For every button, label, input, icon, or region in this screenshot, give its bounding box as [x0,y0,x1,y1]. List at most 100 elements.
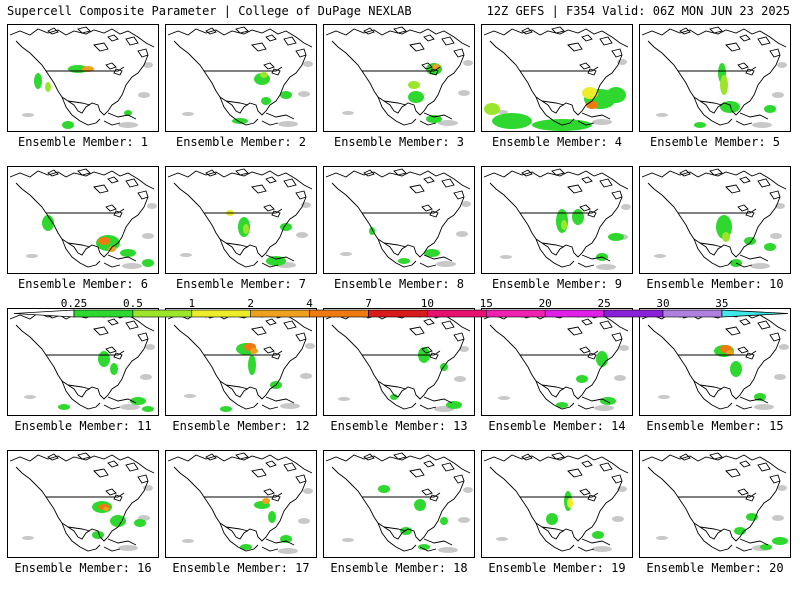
colorbar-tick-label: 7 [365,297,372,310]
ensemble-member-label: Ensemble Member: 15 [646,419,784,433]
colorbar-low-arrow [13,309,75,318]
country-border [46,208,125,248]
country-border [204,350,283,390]
light-field-area [298,518,310,524]
ensemble-member-label: Ensemble Member: 10 [646,277,784,291]
ensemble-member-label: Ensemble Member: 12 [172,419,310,433]
ensemble-member-map [323,308,475,416]
ensemble-member-label: Ensemble Member: 20 [646,561,784,575]
parameter-field-area [220,406,232,412]
country-border [678,350,757,390]
light-field-area [180,253,192,257]
map-canvas [325,310,471,412]
ensemble-member-map [481,308,633,416]
parameter-field-area [586,101,598,109]
great-lakes [93,326,123,360]
parameter-field-area [720,101,740,113]
country-border [204,66,283,106]
country-border [520,208,599,248]
light-field-area [458,90,470,96]
parameter-field-area [34,73,42,89]
map-canvas [483,26,629,131]
parameter-field-area [250,348,258,354]
colorbar-segment [73,309,134,318]
light-field-area [498,396,510,400]
parameter-field-area [240,544,252,550]
light-field-area [118,122,138,128]
colorbar-segment [191,309,252,318]
light-field-area [142,233,154,239]
light-field-area [300,373,312,379]
country-border [46,66,125,106]
parameter-field-area [98,237,110,245]
country-border [678,66,757,106]
parameter-field-area [764,105,776,113]
parameter-field-area [760,544,772,550]
ensemble-member-map [165,24,317,132]
coastline [483,170,629,258]
light-field-area [500,255,512,259]
great-lakes [93,184,123,218]
light-field-area [278,121,298,127]
light-field-area [454,376,466,382]
colorbar-segment [662,309,723,318]
mexico-coast [219,238,295,268]
colorbar-tick-label: 1 [188,297,196,310]
valid-time: 12Z GEFS | F354 Valid: 06Z MON JUN 23 20… [486,4,790,18]
parameter-field-area [266,256,286,266]
parameter-field-area [426,115,442,123]
parameter-field-area [726,350,734,356]
parameter-field-area [248,355,256,375]
arctic-islands [47,168,149,200]
arctic-islands [363,168,465,200]
ensemble-member-map [165,308,317,416]
light-field-area [654,254,666,258]
coastline [167,454,313,542]
parameter-field-area [268,511,276,523]
arctic-islands [205,168,307,200]
parameter-field-area [596,351,608,367]
parameter-field-area [260,72,268,78]
light-field-area [779,344,789,350]
coastline [325,28,471,116]
ensemble-member-map [639,450,791,558]
ensemble-member-label: Ensemble Member: 7 [175,277,307,291]
ensemble-member-label: Ensemble Member: 4 [491,135,623,149]
great-lakes [567,42,597,76]
parameter-field-area [62,121,74,129]
map-canvas [483,452,629,552]
great-lakes [567,184,597,218]
ensemble-member-map [323,450,475,558]
parameter-field-area [556,402,568,408]
light-field-area [340,252,352,256]
arctic-islands [205,452,307,484]
arctic-islands [363,452,465,484]
light-field-area [658,395,670,399]
light-field-area [772,515,784,521]
country-border [678,208,757,248]
country-border [520,66,599,106]
colorbar-tick-label: 30 [656,297,670,310]
light-field-area [278,548,298,554]
light-field-area [619,345,629,351]
parameter-field-area [280,91,292,99]
ensemble-member-map [7,166,159,274]
mexico-coast [377,522,453,552]
great-lakes [251,468,281,502]
parameter-field-area [92,531,104,539]
map-canvas [641,452,788,552]
country-border [362,66,441,106]
light-field-area [592,546,612,552]
parameter-field-area [103,507,109,511]
map-canvas [167,168,313,268]
coastline [325,454,471,542]
coastline [641,28,787,116]
ensemble-member-map [165,166,317,274]
arctic-islands [521,26,623,58]
light-field-area [458,517,470,523]
parameter-field-area [764,243,776,251]
arctic-islands [47,26,149,58]
light-field-area [120,404,140,410]
colorbar-segment [250,309,310,318]
light-field-area [463,60,473,66]
